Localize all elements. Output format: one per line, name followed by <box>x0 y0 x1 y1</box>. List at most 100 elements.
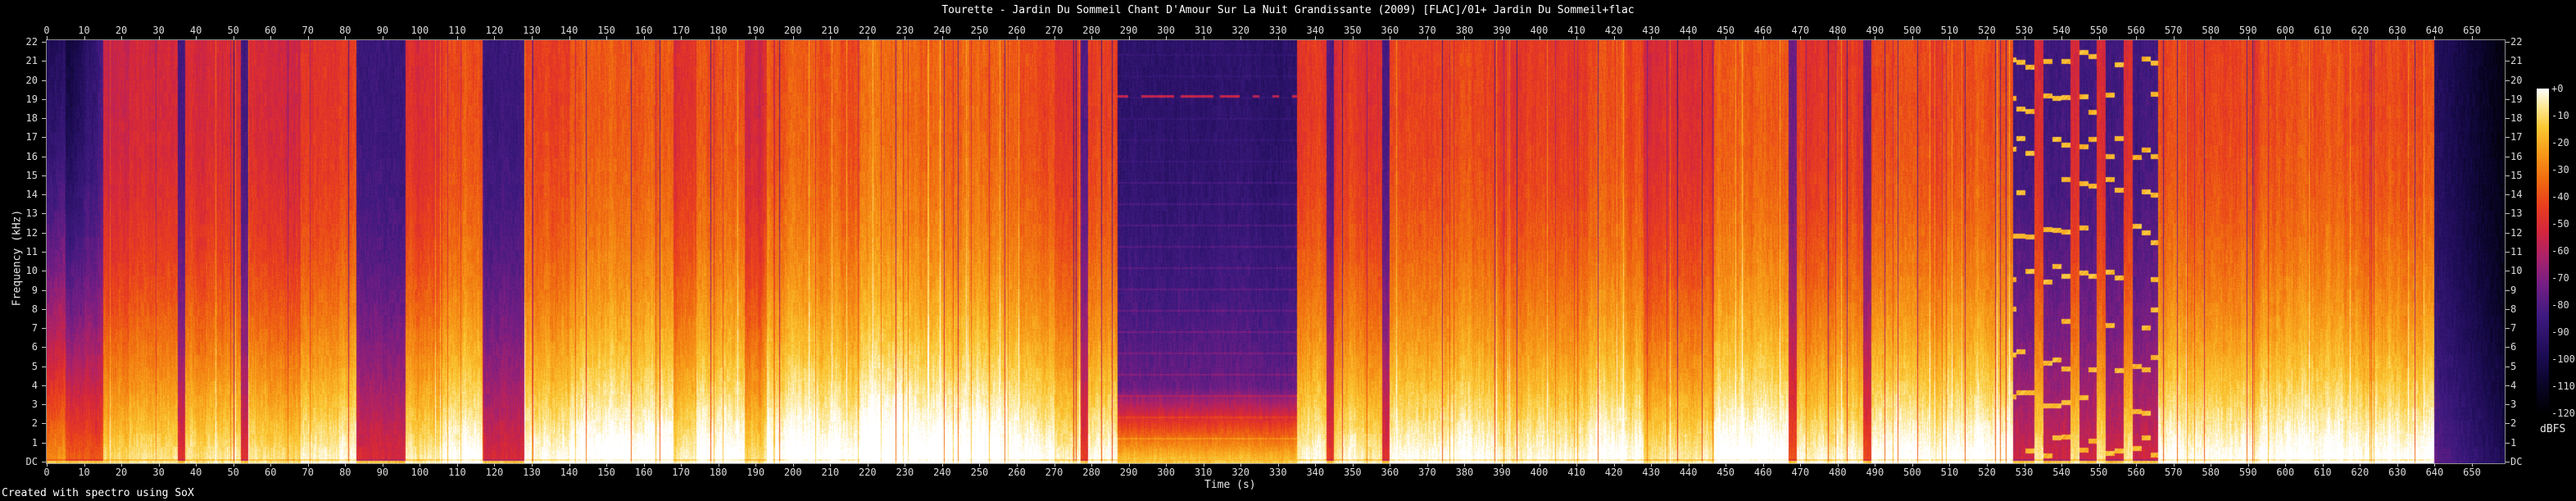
time-tick-label-bottom: 620 <box>2351 467 2370 478</box>
freq-tick-mark-right <box>2506 194 2510 196</box>
time-tick-label-top: 420 <box>1604 25 1623 36</box>
time-tick-label-bottom: 120 <box>485 467 504 478</box>
time-tick-label-bottom: 400 <box>1530 467 1549 478</box>
time-tick-label-top: 200 <box>783 25 802 36</box>
freq-tick-label-left: 12 <box>25 226 38 239</box>
time-tick-mark-bottom <box>1576 463 1578 467</box>
freq-tick-mark-right <box>2506 289 2510 291</box>
freq-tick-label-left: 10 <box>25 265 38 277</box>
time-tick-mark-top <box>941 36 943 40</box>
time-tick-mark-bottom <box>643 463 645 467</box>
freq-tick-mark-right <box>2506 42 2510 43</box>
time-tick-label-top: 130 <box>523 25 541 36</box>
footer-credit: Created with spectro using SoX <box>2 487 194 499</box>
freq-tick-mark-right <box>2506 98 2510 100</box>
time-tick-mark-bottom <box>1315 463 1317 467</box>
time-tick-mark-bottom <box>47 463 48 467</box>
time-tick-mark-bottom <box>196 463 197 467</box>
freq-tick-mark-left <box>42 423 46 425</box>
freq-tick-label-right: 21 <box>2510 55 2523 67</box>
freq-tick-mark-left <box>42 232 46 234</box>
time-tick-label-top: 30 <box>152 25 165 36</box>
time-tick-label-top: 230 <box>896 25 914 36</box>
time-tick-mark-bottom <box>1166 463 1168 467</box>
time-tick-label-bottom: 600 <box>2276 467 2295 478</box>
time-tick-mark-top <box>979 36 981 40</box>
freq-tick-label-left: 19 <box>25 93 38 105</box>
time-tick-mark-top <box>456 36 458 40</box>
time-tick-mark-top <box>606 36 608 40</box>
time-tick-label-top: 330 <box>1268 25 1287 36</box>
time-tick-mark-bottom <box>755 463 757 467</box>
freq-tick-mark-left <box>42 194 46 196</box>
freq-tick-mark-left <box>42 442 46 444</box>
time-tick-label-top: 400 <box>1530 25 1549 36</box>
db-tick-label: -110 <box>2551 380 2575 392</box>
time-tick-label-bottom: 180 <box>709 467 728 478</box>
freq-tick-label-right: 5 <box>2510 360 2517 372</box>
time-tick-mark-top <box>121 36 123 40</box>
time-tick-label-bottom: 370 <box>1418 467 1436 478</box>
time-tick-label-top: 250 <box>970 25 989 36</box>
db-tick-label: +0 <box>2551 83 2564 94</box>
time-tick-label-top: 450 <box>1717 25 1735 36</box>
time-tick-mark-bottom <box>84 463 85 467</box>
time-tick-mark-bottom <box>531 463 533 467</box>
time-tick-mark-top <box>1016 36 1018 40</box>
time-tick-label-top: 650 <box>2463 25 2481 36</box>
time-tick-mark-bottom <box>307 463 309 467</box>
spectrogram-canvas <box>47 40 2505 463</box>
freq-tick-mark-left <box>42 42 46 43</box>
freq-tick-label-right: 9 <box>2510 284 2517 296</box>
time-tick-label-top: 70 <box>302 25 314 36</box>
colorbar-unit-label: dBFS <box>2540 423 2566 435</box>
time-tick-label-top: 120 <box>485 25 504 36</box>
time-tick-label-bottom: 580 <box>2202 467 2220 478</box>
time-tick-mark-top <box>1166 36 1168 40</box>
time-tick-label-top: 140 <box>560 25 578 36</box>
freq-tick-label-right: 17 <box>2510 131 2523 143</box>
time-tick-mark-bottom <box>1277 463 1279 467</box>
time-tick-mark-top <box>1837 36 1839 40</box>
freq-tick-label-left: 22 <box>25 36 38 48</box>
time-tick-label-bottom: 200 <box>783 467 802 478</box>
time-tick-label-bottom: 210 <box>821 467 840 478</box>
time-tick-label-bottom: 450 <box>1717 467 1735 478</box>
freq-tick-label-left: 9 <box>31 284 38 296</box>
freq-tick-label-right: 18 <box>2510 112 2523 125</box>
time-tick-label-top: 290 <box>1119 25 1138 36</box>
time-tick-label-top: 390 <box>1493 25 1511 36</box>
freq-tick-mark-left <box>42 118 46 120</box>
time-tick-label-top: 570 <box>2164 25 2183 36</box>
time-tick-label-bottom: 480 <box>1828 467 1847 478</box>
time-tick-mark-bottom <box>1949 463 1951 467</box>
time-tick-label-top: 640 <box>2425 25 2444 36</box>
time-tick-label-top: 270 <box>1045 25 1064 36</box>
time-tick-label-bottom: 320 <box>1231 467 1250 478</box>
freq-tick-mark-left <box>42 80 46 81</box>
time-tick-mark-bottom <box>792 463 794 467</box>
time-tick-label-bottom: 490 <box>1866 467 1884 478</box>
db-tick-label: -80 <box>2551 299 2569 311</box>
time-tick-label-top: 160 <box>634 25 653 36</box>
freq-tick-label-left: 13 <box>25 207 38 220</box>
time-tick-label-bottom: 140 <box>560 467 578 478</box>
time-tick-label-bottom: 90 <box>376 467 389 478</box>
time-tick-mark-top <box>2360 36 2361 40</box>
freq-tick-mark-left <box>42 347 46 348</box>
time-tick-mark-top <box>1240 36 1242 40</box>
time-tick-mark-bottom <box>270 463 272 467</box>
time-tick-mark-bottom <box>1091 463 1093 467</box>
time-tick-label-top: 380 <box>1455 25 1474 36</box>
db-tick-label: -30 <box>2551 164 2569 175</box>
time-tick-mark-bottom <box>1613 463 1615 467</box>
time-tick-mark-bottom <box>1054 463 1055 467</box>
freq-tick-label-right: 6 <box>2510 341 2517 353</box>
time-tick-label-bottom: 110 <box>448 467 466 478</box>
freq-tick-label-left: 15 <box>25 169 38 181</box>
time-tick-label-top: 490 <box>1866 25 1884 36</box>
time-tick-label-top: 440 <box>1679 25 1698 36</box>
time-tick-mark-top <box>1949 36 1951 40</box>
time-tick-label-top: 500 <box>1903 25 1921 36</box>
